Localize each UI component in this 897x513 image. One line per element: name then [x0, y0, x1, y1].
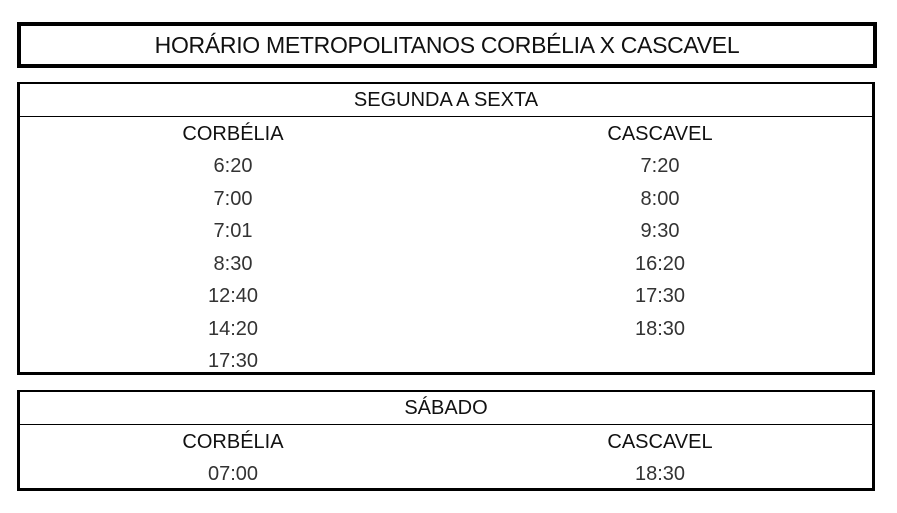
page-title: HORÁRIO METROPOLITANOS CORBÉLIA X CASCAV… — [17, 22, 877, 68]
departure-time: 8:00 — [640, 187, 680, 210]
departure-time: 12:40 — [207, 285, 259, 307]
column-heading: CORBÉLIA — [182, 123, 284, 145]
corbelia-column: CORBÉLIA 6:20 7:00 7:01 8:30 12:40 14:20 17:30 — [83, 118, 383, 378]
column-heading: CASCAVEL — [607, 431, 713, 453]
departure-time: 9:30 — [640, 220, 680, 242]
corbelia-column: CORBÉLIA 07:00 — [83, 426, 383, 491]
departure-time: 18:30 — [634, 463, 686, 485]
departure-time: 6:20 — [213, 155, 253, 177]
departure-time: 07:00 — [207, 463, 259, 485]
departure-time: 8:30 — [213, 252, 253, 275]
departure-time: 7:01 — [213, 220, 253, 242]
column-heading: CASCAVEL — [607, 123, 713, 145]
section-heading: SEGUNDA A SEXTA — [20, 84, 872, 117]
departure-time: 7:00 — [213, 187, 253, 210]
departure-time: 14:20 — [207, 317, 259, 340]
departure-time: 18:30 — [634, 317, 686, 340]
departure-time: 7:20 — [640, 155, 680, 177]
cascavel-column: CASCAVEL 18:30 — [510, 426, 810, 491]
departure-time: 17:30 — [207, 350, 259, 372]
section-heading: SÁBADO — [20, 392, 872, 425]
weekday-schedule: SEGUNDA A SEXTA CORBÉLIA 6:20 7:00 7:01 8:30… — [17, 82, 875, 375]
departure-time: 16:20 — [634, 252, 686, 275]
cascavel-column: CASCAVEL 7:20 8:00 9:30 16:20 17:30 18:30 — [510, 118, 810, 345]
column-heading: CORBÉLIA — [182, 431, 284, 453]
departure-time: 17:30 — [634, 285, 686, 307]
saturday-schedule: SÁBADO CORBÉLIA 07:00 CASCAVEL 18:30 — [17, 390, 875, 491]
